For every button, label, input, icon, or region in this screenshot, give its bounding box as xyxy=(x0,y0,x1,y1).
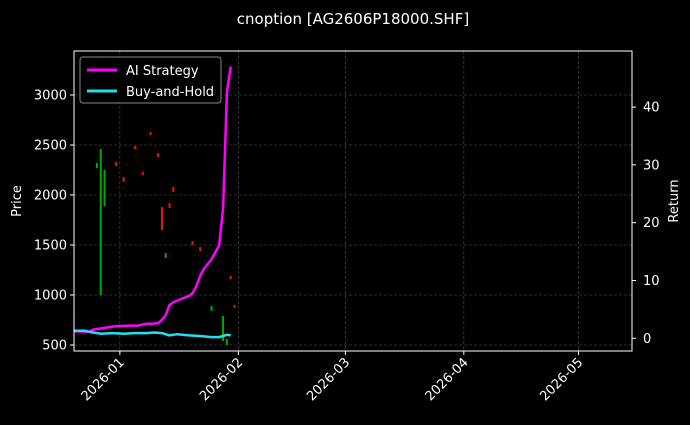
price-candle xyxy=(115,162,118,166)
price-candle xyxy=(168,203,171,208)
y-axis-right-label: Return xyxy=(667,179,682,222)
price-candle xyxy=(122,177,125,182)
price-candle xyxy=(233,305,236,308)
x-tick-label: 2026-02 xyxy=(197,355,246,404)
y-right-tick-label: 40 xyxy=(643,101,660,116)
y-left-tick-label: 2000 xyxy=(34,189,67,204)
price-candle xyxy=(210,306,213,311)
y-axis-left-label: Price xyxy=(10,185,25,217)
series-lines xyxy=(73,66,232,339)
price-candle xyxy=(99,149,102,295)
price-candles xyxy=(95,132,236,345)
price-candle xyxy=(134,146,137,149)
price-candle xyxy=(160,207,163,230)
price-candle xyxy=(199,247,202,251)
legend: AI Strategy Buy-and-Hold xyxy=(79,56,222,104)
legend-label-ai-strategy: AI Strategy xyxy=(126,64,199,79)
y-left-tick-label: 1000 xyxy=(34,289,67,304)
price-candle xyxy=(229,276,232,279)
price-candle xyxy=(95,163,98,168)
y-right-tick-label: 20 xyxy=(643,216,660,231)
price-candle xyxy=(149,132,152,135)
plot-frame xyxy=(73,50,633,352)
x-tick-label: 2026-01 xyxy=(79,355,128,404)
price-candle xyxy=(103,170,106,206)
y-left-tick-label: 1500 xyxy=(34,239,67,254)
price-candle xyxy=(172,187,175,192)
series-line-buy-and-hold xyxy=(74,329,231,339)
price-candle xyxy=(164,253,167,258)
price-candle xyxy=(222,316,225,341)
series-line-ai-strategy xyxy=(73,66,232,334)
y-right-tick-label: 0 xyxy=(643,332,651,347)
y-left-tick-label: 2500 xyxy=(34,139,67,154)
chart-title: cnoption [AG2606P18000.SHF] xyxy=(237,10,469,28)
y-right-tick-label: 10 xyxy=(643,274,660,289)
y-left-tick-label: 3000 xyxy=(34,89,67,104)
price-candle xyxy=(141,172,144,175)
x-tick-label: 2026-03 xyxy=(304,355,353,404)
legend-label-buy-and-hold: Buy-and-Hold xyxy=(126,85,214,100)
axes: 2026-01 2026-02 2026-03 2026-04 2026-05 500 10… xyxy=(34,89,660,405)
price-candle xyxy=(191,241,194,245)
y-right-tick-label: 30 xyxy=(643,158,660,173)
x-tick-label: 2026-05 xyxy=(537,355,586,404)
x-tick-label: 2026-04 xyxy=(423,355,472,404)
price-candle xyxy=(157,153,160,157)
y-left-tick-label: 500 xyxy=(42,339,67,354)
price-candle xyxy=(225,339,228,345)
